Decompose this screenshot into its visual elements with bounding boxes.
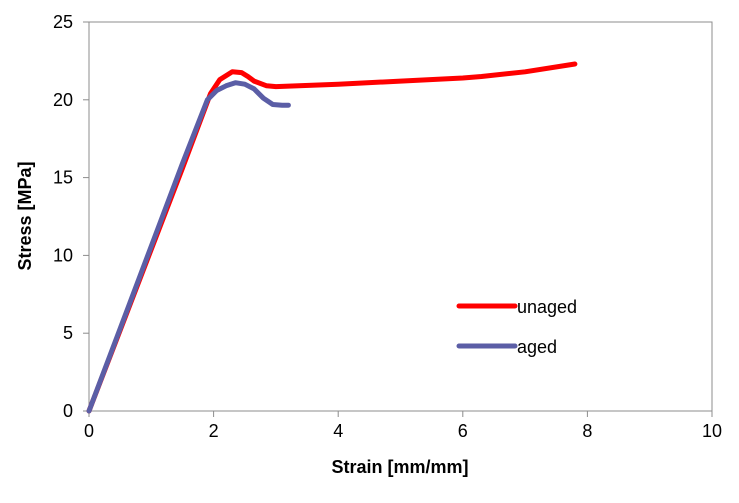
y-tick-label: 15 <box>53 168 73 188</box>
y-axis-title: Stress [MPa] <box>15 161 35 270</box>
y-tick-label: 5 <box>63 323 73 343</box>
x-tick-label: 10 <box>702 421 722 441</box>
x-tick-label: 0 <box>84 421 94 441</box>
x-tick-label: 4 <box>333 421 343 441</box>
y-tick-label: 25 <box>53 12 73 32</box>
plot-area <box>88 21 713 412</box>
legend-label-aged: aged <box>517 337 557 357</box>
x-axis-title: Strain [mm/mm] <box>331 457 468 477</box>
y-tick-label: 0 <box>63 401 73 421</box>
legend-label-unaged: unaged <box>517 297 577 317</box>
x-tick-label: 8 <box>582 421 592 441</box>
y-tick-label: 10 <box>53 245 73 265</box>
y-tick-label: 20 <box>53 90 73 110</box>
x-tick-label: 2 <box>209 421 219 441</box>
x-axis-ticks: 0 2 4 6 8 10 <box>84 411 722 441</box>
series-layer <box>86 61 578 414</box>
y-axis-ticks: 0 5 10 15 20 25 <box>53 12 89 421</box>
x-tick-label: 6 <box>458 421 468 441</box>
series-line-aged <box>86 80 291 414</box>
legend: unaged aged <box>456 297 577 357</box>
